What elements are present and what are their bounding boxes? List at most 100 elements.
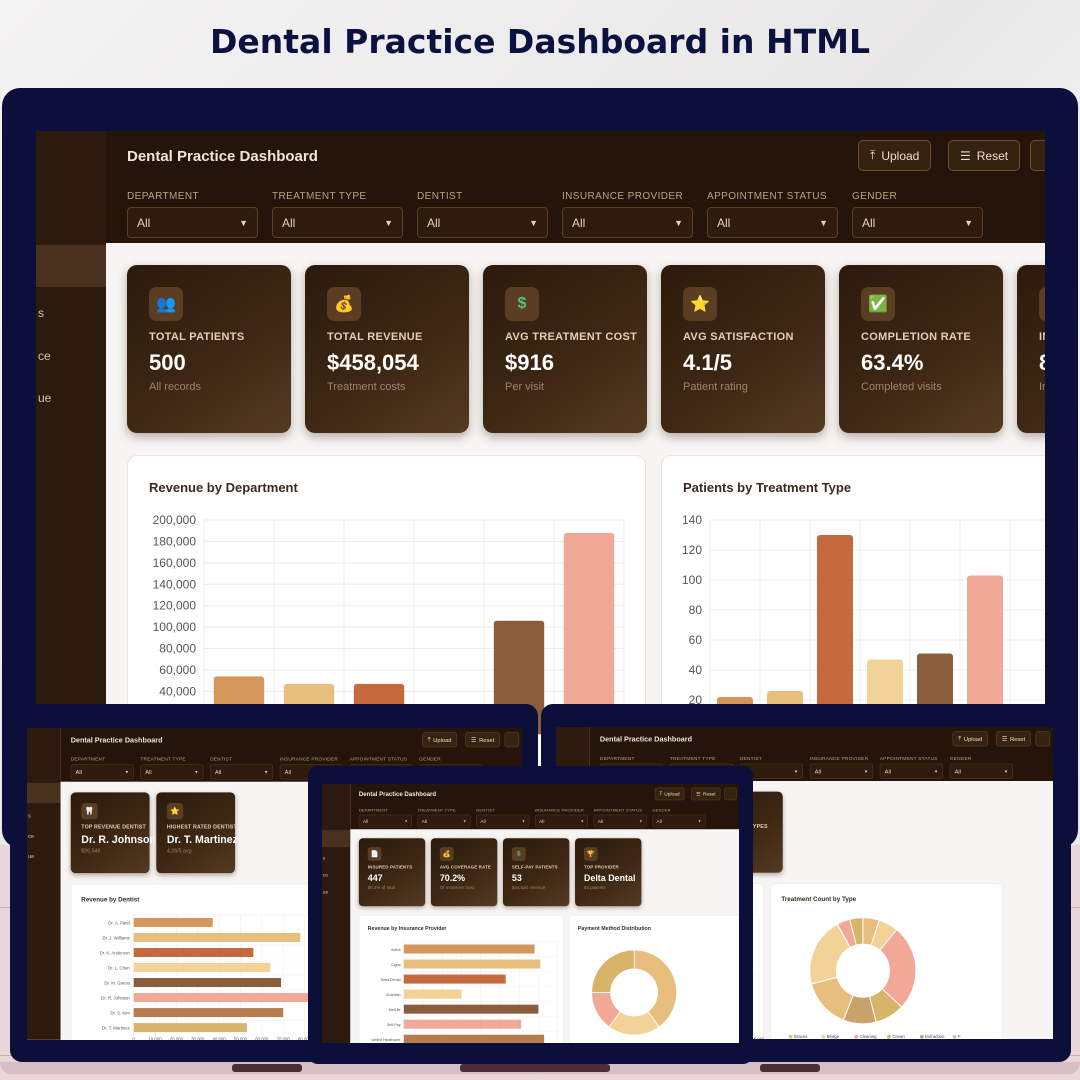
filter-select[interactable]: All ▼ — [593, 814, 647, 828]
sidebar-item-label[interactable]: ce — [322, 872, 328, 878]
kpi-value: 70.2% — [439, 872, 466, 883]
sidebar-item-label[interactable]: s — [322, 854, 326, 861]
kpi-value: 4.1/5 — [683, 350, 732, 375]
upload-button[interactable]: ⤒ Upload — [952, 731, 989, 747]
filter-value: All — [362, 818, 369, 824]
kpi-card: 📄 INSURED PATIENTS 447 89.4% of total — [358, 838, 426, 907]
dashboard-main: Dental Practice Dashboard ⤒ Upload ☰ Reset DE… — [350, 784, 739, 1043]
filter-select[interactable]: All ▼ — [852, 207, 983, 238]
chart-bar — [403, 1034, 545, 1043]
filter-label: DENTIST — [476, 808, 495, 813]
y-tick-label: 60,000 — [159, 663, 196, 677]
app-title: Dental Practice Dashboard — [127, 148, 318, 165]
chevron-down-icon: ▼ — [404, 819, 408, 824]
sidebar-active-item[interactable] — [322, 830, 351, 848]
revenue-by-dentist-card: Revenue by Dentist 0 10,000 20,000 30,000 40,… — [70, 883, 331, 1040]
filter-value: All — [145, 768, 152, 776]
filter-select[interactable]: All ▼ — [140, 764, 204, 780]
filter-gender: GENDER All ▼ — [949, 755, 1013, 779]
kpi-label: TOP REVENUE DENTIST — [81, 824, 146, 830]
upload-button[interactable]: ⤒ Upload — [422, 732, 458, 748]
app-title: Dental Practice Dashboard — [358, 790, 437, 798]
kpi-value: $458,054 — [327, 350, 419, 375]
filter-select[interactable]: All ▼ — [809, 763, 874, 779]
filter-select[interactable]: All ▼ — [476, 814, 530, 828]
chevron-down-icon: ▼ — [194, 769, 199, 775]
filter-select[interactable]: All ▼ — [272, 207, 403, 238]
tooth-icon: 🦷 — [81, 802, 98, 820]
filter-select[interactable]: All ▼ — [534, 814, 588, 828]
trophy-icon: 🏆 — [583, 847, 598, 861]
pie-slice — [633, 949, 677, 1028]
kpi-label: AVG TREATMENT COST — [505, 331, 638, 343]
x-tick-label: 30,000 — [191, 1036, 205, 1040]
sidebar-item-label[interactable]: s — [38, 306, 44, 320]
more-button[interactable] — [1030, 140, 1045, 171]
category-label: MetLife — [389, 1008, 401, 1012]
upload-button[interactable]: ⤒ Upload — [654, 787, 685, 801]
filter-label: DEPARTMENT — [599, 755, 635, 762]
filter-value: All — [572, 215, 586, 230]
filter-select[interactable]: All ▼ — [652, 814, 706, 828]
dashboard[interactable]: s ce ue Dental Practice Dashboard ⤒Upload ☰Re… — [322, 784, 739, 1043]
y-tick-label: 140,000 — [153, 577, 197, 591]
category-label: Dr. K. Anderson — [100, 950, 131, 955]
filter-select[interactable]: All ▼ — [707, 207, 838, 238]
more-button[interactable] — [724, 787, 737, 801]
menu-icon: ☰ — [960, 148, 971, 163]
menu-icon: ☰ — [696, 791, 701, 797]
filter-select[interactable]: All ▼ — [210, 764, 274, 780]
money-bag-icon: 💰 — [327, 287, 361, 321]
category-label: Dr. R. Johnson — [101, 995, 130, 1000]
laptop-left-screen: s ce ue Dental Practice Dashboard ⤒ Upload ☰ Re… — [27, 728, 522, 1040]
filter-select[interactable]: All ▼ — [879, 763, 943, 779]
filter-select[interactable]: All ▼ — [562, 207, 693, 238]
sidebar-item-label[interactable]: ue — [27, 852, 35, 860]
y-tick-label: 40,000 — [159, 684, 196, 698]
filter-select[interactable]: All ▼ — [417, 814, 471, 828]
category-label: Aetna — [391, 948, 401, 952]
kpi-subtext: All records — [149, 381, 201, 393]
legend-swatch — [854, 1034, 859, 1039]
filter-value: All — [214, 768, 222, 776]
reset-button[interactable]: ☰ Reset — [996, 731, 1031, 747]
filter-label: DENTIST — [210, 756, 233, 763]
sidebar-item-label[interactable]: ue — [38, 391, 52, 405]
kpi-label: INSURED PATIENTS — [367, 864, 413, 870]
y-tick-label: 200,000 — [153, 513, 197, 527]
sidebar-active-item[interactable] — [27, 782, 61, 803]
laptop-right-foot — [760, 1064, 820, 1072]
kpi-card: ✅ COMPLETION RATE 63.4% Completed visits — [839, 265, 1003, 433]
sidebar-active-item[interactable] — [36, 245, 106, 287]
sidebar-item-label[interactable]: ce — [27, 832, 35, 840]
chart-bar — [817, 535, 853, 730]
reset-button[interactable]: ☰ Reset — [465, 732, 500, 748]
kpi-value: 63.4% — [861, 350, 924, 375]
people-icon: 👥 — [149, 287, 183, 321]
filter-label: DEPARTMENT — [127, 191, 199, 202]
filter-select[interactable]: All ▼ — [127, 207, 258, 238]
kpi-label: COMPLETION RATE — [861, 331, 972, 343]
upload-button[interactable]: ⤒ Upload — [858, 140, 932, 171]
sidebar-item-label[interactable]: ue — [322, 889, 329, 895]
reset-button[interactable]: ☰ Reset — [691, 787, 721, 801]
reset-button[interactable]: ☰ Reset — [948, 140, 1021, 171]
more-button[interactable] — [504, 732, 520, 748]
chevron-down-icon: ▼ — [580, 819, 584, 824]
filter-select[interactable]: All ▼ — [417, 207, 548, 238]
y-tick-label: 140 — [682, 513, 702, 527]
sidebar-item-label[interactable]: s — [27, 812, 31, 819]
x-tick-label: 50,000 — [234, 1036, 248, 1040]
filter-select[interactable]: All ▼ — [358, 814, 412, 828]
filter-label: GENDER — [949, 755, 972, 762]
chevron-down-icon: ▼ — [124, 769, 129, 775]
kpi-value: 8 — [1039, 350, 1045, 376]
filter-select[interactable]: All ▼ — [70, 764, 134, 780]
filter-select[interactable]: All ▼ — [949, 763, 1013, 779]
kpi-subtext: Treatment costs — [327, 381, 406, 393]
chart-title: Treatment Count by Type — [781, 895, 857, 903]
more-button[interactable] — [1035, 731, 1051, 747]
filter-label: INSURANCE PROVIDER — [562, 191, 684, 202]
sidebar-item-label[interactable]: ce — [38, 349, 51, 363]
chart-bar — [133, 978, 282, 988]
